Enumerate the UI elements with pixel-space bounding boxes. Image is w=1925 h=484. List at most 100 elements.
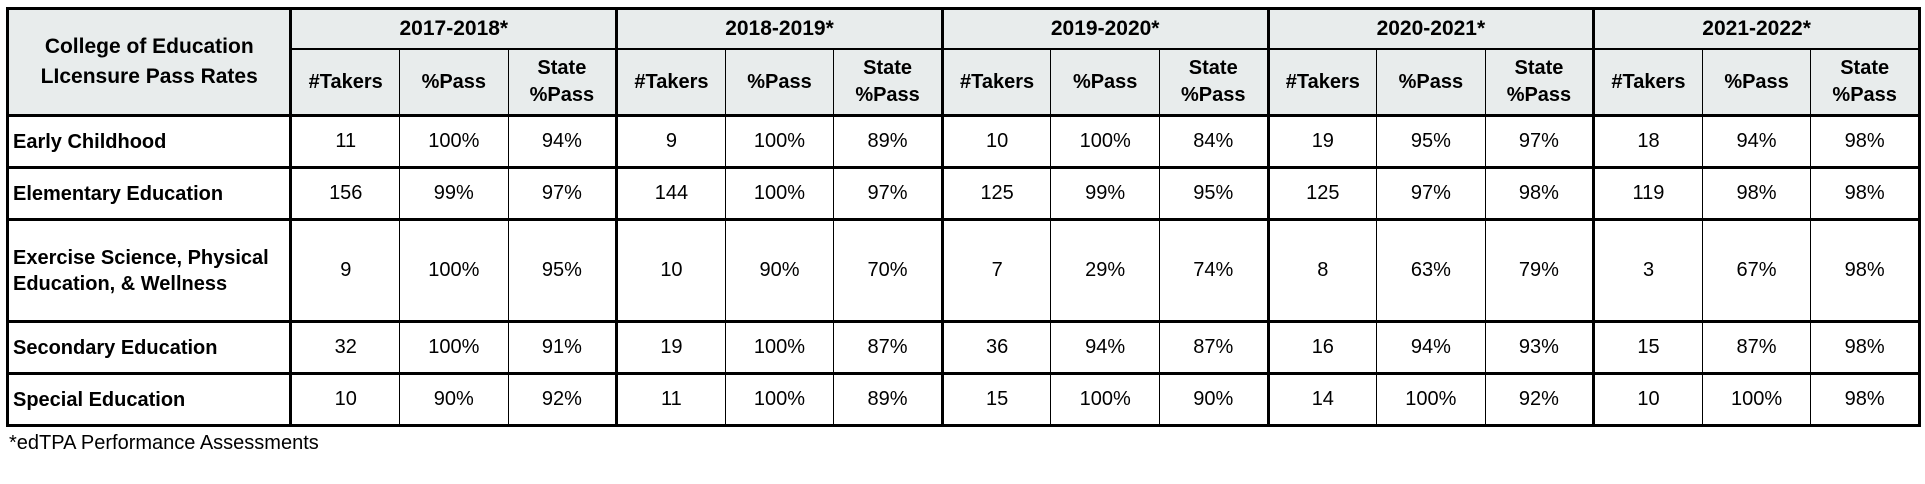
data-cell: 97% xyxy=(507,166,618,221)
table-row: Elementary Education 156 99% 97% 144 100% 97% 1… xyxy=(6,166,1920,221)
data-cell: 36 xyxy=(940,320,1052,375)
subheader-cell: #Takers xyxy=(940,48,1052,116)
subheader-cell: #Takers xyxy=(289,48,401,116)
subheader-cell: %Pass xyxy=(1701,48,1812,116)
data-cell: 29% xyxy=(1050,218,1160,323)
data-cell: 15 xyxy=(1592,320,1703,375)
data-cell: 100% xyxy=(399,320,509,375)
subheader-cell: State %Pass xyxy=(1158,48,1269,116)
data-cell: 90% xyxy=(399,372,509,427)
table-row: Secondary Education 32 100% 91% 19 100% 87% 36 9… xyxy=(6,320,1920,375)
data-cell: 91% xyxy=(507,320,618,375)
data-cell: 15 xyxy=(940,372,1052,427)
row-label-cell: Early Childhood xyxy=(6,114,292,169)
data-cell: 94% xyxy=(507,114,618,169)
data-cell: 144 xyxy=(615,166,726,221)
subheader-cell: %Pass xyxy=(1050,48,1160,116)
data-cell: 125 xyxy=(1266,166,1378,221)
data-cell: 19 xyxy=(615,320,726,375)
data-cell: 94% xyxy=(1050,320,1160,375)
table-row: Exercise Science, Physical Education, & … xyxy=(6,218,1920,323)
table-body: Early Childhood 11 100% 94% 9 100% 89% 10 100% 84… xyxy=(6,114,1920,427)
row-label-cell: Exercise Science, Physical Education, & … xyxy=(6,218,292,323)
data-cell: 98% xyxy=(1810,320,1920,375)
data-cell: 100% xyxy=(1701,372,1812,427)
data-cell: 89% xyxy=(833,114,943,169)
data-cell: 94% xyxy=(1376,320,1486,375)
data-cell: 87% xyxy=(833,320,943,375)
data-cell: 100% xyxy=(399,114,509,169)
footnote: *edTPA Performance Assessments xyxy=(9,432,319,454)
subheader-cell: %Pass xyxy=(724,48,835,116)
row-label-cell: Special Education xyxy=(6,372,292,427)
data-cell: 97% xyxy=(833,166,943,221)
subheader-cell: State %Pass xyxy=(1484,48,1595,116)
data-cell: 98% xyxy=(1810,114,1920,169)
data-cell: 98% xyxy=(1701,166,1812,221)
data-cell: 93% xyxy=(1484,320,1595,375)
table-header: College of Education LIcensure Pass Rate… xyxy=(6,8,1920,116)
data-cell: 19 xyxy=(1266,114,1378,169)
data-cell: 10 xyxy=(615,218,726,323)
data-cell: 9 xyxy=(615,114,726,169)
data-cell: 7 xyxy=(940,218,1052,323)
data-cell: 125 xyxy=(940,166,1052,221)
data-cell: 100% xyxy=(724,320,835,375)
subheader-cell: State %Pass xyxy=(833,48,943,116)
data-cell: 100% xyxy=(399,218,509,323)
data-cell: 67% xyxy=(1701,218,1812,323)
data-cell: 32 xyxy=(289,320,401,375)
data-cell: 87% xyxy=(1701,320,1812,375)
data-cell: 100% xyxy=(724,166,835,221)
data-cell: 10 xyxy=(289,372,401,427)
sub-header-row: #Takers %Pass State %Pass #Takers %Pass … xyxy=(8,48,1920,116)
year-header-cell: 2021-2022* xyxy=(1592,8,1920,50)
table-row: Early Childhood 11 100% 94% 9 100% 89% 10 100% 84… xyxy=(6,114,1920,169)
data-cell: 100% xyxy=(1050,372,1160,427)
data-cell: 98% xyxy=(1484,166,1595,221)
data-cell: 63% xyxy=(1376,218,1486,323)
table-row: Special Education 10 90% 92% 11 100% 89% 15 100%… xyxy=(6,372,1920,427)
data-cell: 98% xyxy=(1810,218,1920,323)
subheader-cell: %Pass xyxy=(399,48,509,116)
data-cell: 98% xyxy=(1810,166,1920,221)
data-cell: 99% xyxy=(1050,166,1160,221)
year-header-cell: 2017-2018* xyxy=(289,8,618,50)
year-header-cell: 2019-2020* xyxy=(940,8,1269,50)
data-cell: 79% xyxy=(1484,218,1595,323)
data-cell: 100% xyxy=(724,372,835,427)
data-cell: 3 xyxy=(1592,218,1703,323)
data-cell: 100% xyxy=(1376,372,1486,427)
data-cell: 98% xyxy=(1810,372,1920,427)
year-header-cell: 2018-2019* xyxy=(615,8,943,50)
data-cell: 89% xyxy=(833,372,943,427)
data-cell: 90% xyxy=(724,218,835,323)
data-cell: 95% xyxy=(1158,166,1269,221)
data-cell: 119 xyxy=(1592,166,1703,221)
data-cell: 8 xyxy=(1266,218,1378,323)
data-cell: 11 xyxy=(615,372,726,427)
data-cell: 90% xyxy=(1158,372,1269,427)
data-cell: 95% xyxy=(1376,114,1486,169)
year-header-cell: 2020-2021* xyxy=(1266,8,1595,50)
row-label-cell: Secondary Education xyxy=(6,320,292,375)
data-cell: 87% xyxy=(1158,320,1269,375)
subheader-cell: #Takers xyxy=(1266,48,1378,116)
data-cell: 11 xyxy=(289,114,401,169)
data-cell: 16 xyxy=(1266,320,1378,375)
data-cell: 9 xyxy=(289,218,401,323)
data-cell: 70% xyxy=(833,218,943,323)
data-cell: 18 xyxy=(1592,114,1703,169)
data-cell: 92% xyxy=(507,372,618,427)
table-title-cell: College of Education LIcensure Pass Rate… xyxy=(6,8,292,116)
subheader-cell: #Takers xyxy=(1592,48,1703,116)
data-cell: 97% xyxy=(1376,166,1486,221)
data-cell: 156 xyxy=(289,166,401,221)
year-header-row: College of Education LIcensure Pass Rate… xyxy=(6,8,1920,116)
subheader-cell: State %Pass xyxy=(1810,48,1920,116)
data-cell: 84% xyxy=(1158,114,1269,169)
licensure-table: College of Education LIcensure Pass Rate… xyxy=(6,7,1921,427)
data-cell: 10 xyxy=(1592,372,1703,427)
data-cell: 92% xyxy=(1484,372,1595,427)
